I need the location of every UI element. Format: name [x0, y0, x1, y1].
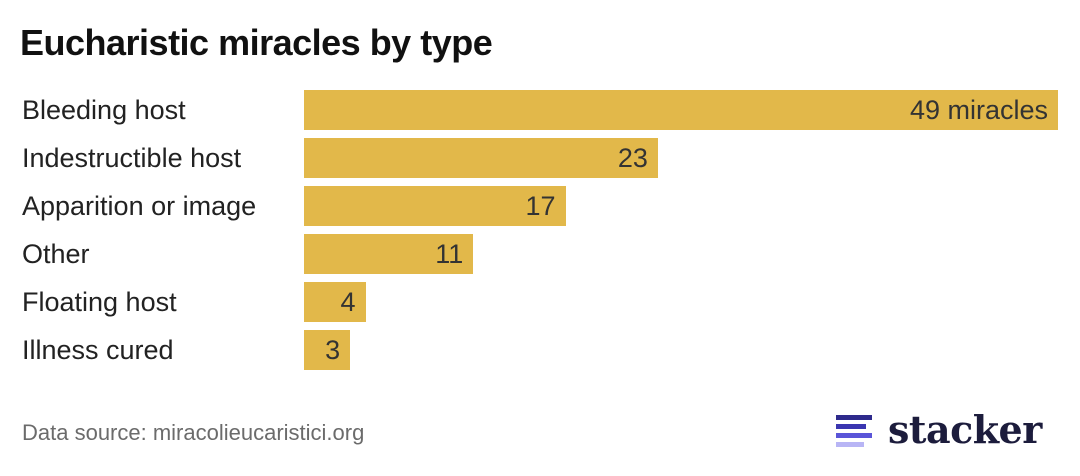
bar-row: Indestructible host 23: [0, 138, 1080, 186]
bar-value: 49 miracles: [909, 95, 1048, 125]
bar-chart: Bleeding host 49 miracles Indestructible…: [0, 90, 1080, 378]
bar-label: Illness cured: [22, 335, 174, 365]
stacker-logo: stacker: [836, 410, 1042, 450]
bar-row: Illness cured 3: [0, 330, 1080, 378]
bar-row: Apparition or image 17: [0, 186, 1080, 234]
bar-row: Floating host 4: [0, 282, 1080, 330]
bar-value: 11: [435, 239, 464, 269]
data-source: Data source: miracolieucaristici.org: [22, 420, 365, 445]
bar-row: Bleeding host 49 miracles: [0, 90, 1080, 138]
bar-label: Floating host: [22, 287, 177, 317]
bar: 3: [304, 330, 351, 370]
bar: 11: [304, 234, 474, 274]
bar-label: Other: [22, 239, 90, 269]
bar-label: Apparition or image: [22, 191, 257, 221]
bar-row: Other 11: [0, 234, 1080, 282]
bar: 4: [304, 282, 366, 322]
bar-value: 4: [340, 287, 356, 317]
chart-title: Eucharistic miracles by type: [20, 22, 493, 63]
bar-label: Indestructible host: [22, 143, 242, 173]
bar-value: 17: [525, 191, 556, 221]
bar-label: Bleeding host: [22, 95, 186, 125]
bar-value: 3: [325, 335, 341, 365]
bar-value: 23: [617, 143, 648, 173]
bar: 49 miracles: [304, 90, 1058, 130]
bar: 23: [304, 138, 658, 178]
stacker-stripes-icon: [836, 413, 872, 447]
bar: 17: [304, 186, 566, 226]
brand-name: stacker: [888, 407, 1042, 452]
